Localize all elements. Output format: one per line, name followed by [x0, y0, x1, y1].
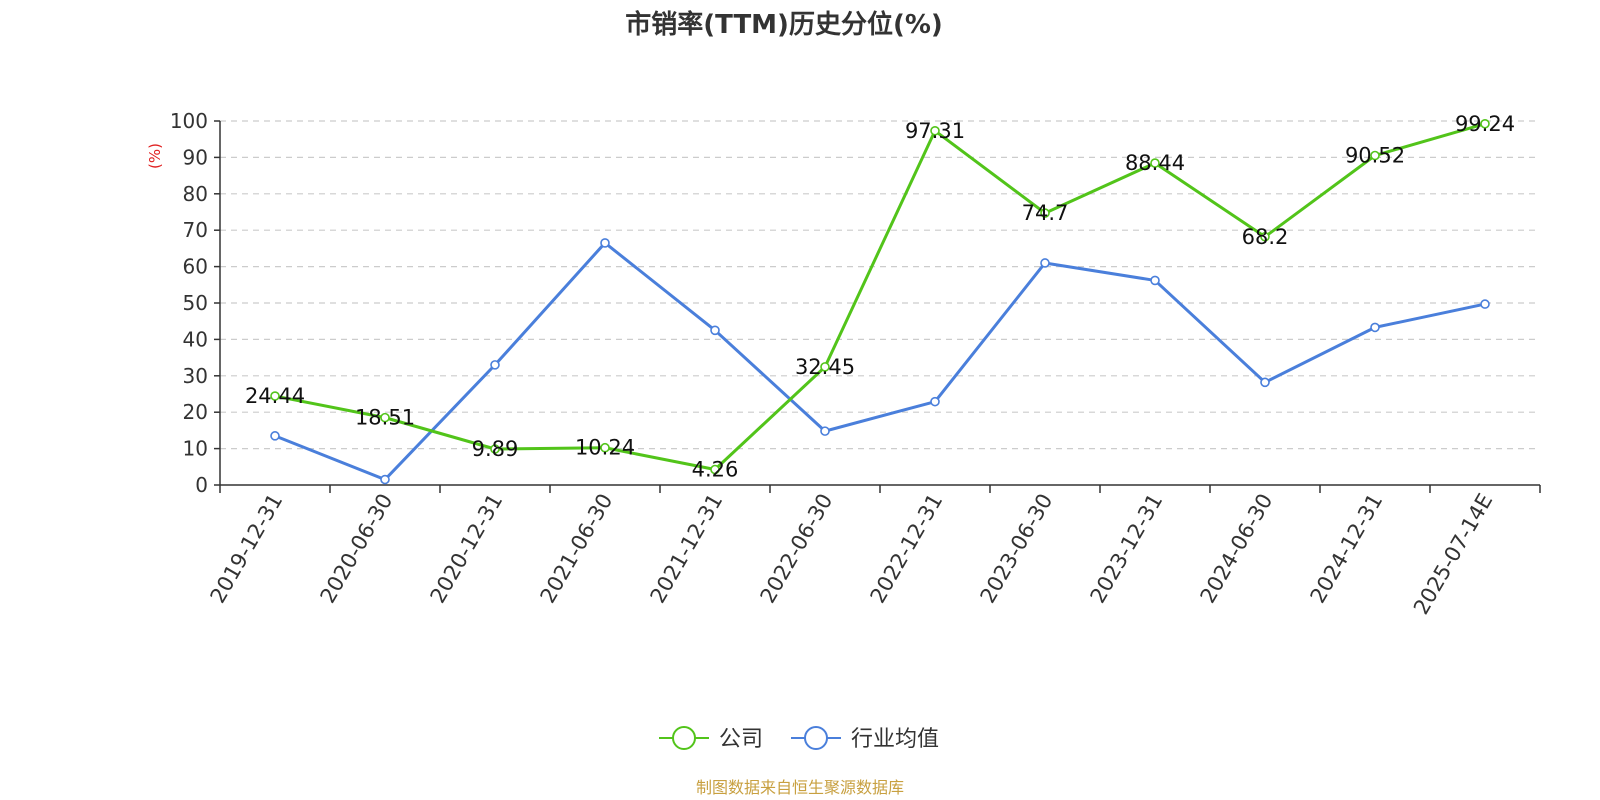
y-tick-label: 40 [183, 327, 208, 351]
y-axis-ticks: 0 10 20 30 40 50 60 70 80 90 100 [170, 109, 221, 497]
x-tick-label: 2022-12-31 [866, 490, 948, 608]
data-label: 18.51 [355, 406, 415, 430]
x-tick-label: 2025-07-14E [1409, 490, 1497, 619]
data-label: 68.2 [1242, 225, 1289, 249]
y-tick-label: 50 [183, 291, 208, 315]
y-tick-label: 100 [170, 109, 208, 133]
data-point [490, 444, 500, 454]
data-label: 24.44 [245, 384, 305, 408]
legend-marker [672, 726, 696, 750]
data-label: 90.52 [1345, 144, 1405, 168]
legend-item-industry-average: 行业均值 [791, 726, 939, 752]
legend-item-company: 公司 [659, 726, 763, 752]
data-point [710, 464, 720, 475]
data-label: 10.24 [575, 436, 635, 460]
data-label: 88.44 [1125, 151, 1185, 175]
data-point [380, 474, 390, 485]
data-point [1040, 258, 1050, 268]
data-point [1480, 299, 1490, 309]
data-point [1260, 377, 1270, 388]
data-point [930, 125, 940, 136]
y-tick-label: 10 [183, 437, 208, 461]
data-point [1150, 158, 1160, 168]
data-point [930, 396, 940, 407]
chart-title: 市销率(TTM)历史分位(%) [625, 9, 943, 40]
data-point [600, 238, 610, 248]
y-tick-label: 70 [183, 218, 208, 242]
data-label: 32.45 [795, 355, 855, 379]
x-tick-label: 2022-06-30 [756, 490, 838, 608]
series-line [274, 122, 1486, 471]
legend-marker [804, 726, 828, 750]
data-labels: 24.44 18.51 9.89 10.24 4.26 32.45 97.31 74.7 88.… [245, 112, 1515, 482]
data-point [270, 431, 280, 441]
y-tick-label: 20 [183, 400, 208, 424]
data-point [1480, 118, 1490, 129]
data-point [270, 391, 280, 401]
series-line [274, 241, 1486, 482]
data-point [820, 426, 830, 436]
series-industry-average [270, 238, 1490, 485]
data-label: 4.26 [692, 457, 739, 481]
x-tick-label: 2024-12-31 [1306, 490, 1388, 608]
legend-label: 行业均值 [851, 727, 939, 752]
grid-lines [220, 120, 1540, 450]
data-point [710, 325, 720, 336]
x-axis: 2019-12-31 2020-06-30 2020-12-31 2021-06-30… [206, 484, 1541, 619]
x-tick-label: 2021-06-30 [536, 490, 618, 608]
data-label: 74.7 [1022, 201, 1069, 225]
x-tick-label: 2020-12-31 [426, 490, 508, 608]
y-tick-label: 30 [183, 364, 208, 388]
data-point [820, 362, 830, 372]
y-tick-label: 90 [183, 145, 208, 169]
legend: 公司 行业均值 [659, 726, 939, 752]
data-point [1040, 208, 1050, 218]
legend-label: 公司 [719, 727, 763, 752]
data-point [1370, 322, 1380, 333]
data-point [1370, 150, 1380, 161]
y-tick-label: 80 [183, 182, 208, 206]
x-tick-label: 2023-12-31 [1086, 490, 1168, 608]
x-tick-label: 2019-12-31 [206, 490, 288, 608]
source-note: 制图数据来自恒生聚源数据库 [696, 778, 904, 797]
data-label: 9.89 [472, 437, 519, 461]
x-tick-label: 2020-06-30 [316, 490, 398, 608]
y-tick-label: 0 [195, 473, 208, 497]
x-tick-label: 2021-12-31 [646, 490, 728, 608]
y-tick-label: 60 [183, 255, 208, 279]
data-point [600, 442, 610, 453]
data-label: 99.24 [1455, 112, 1515, 136]
series-group: 24.44 18.51 9.89 10.24 4.26 32.45 97.31 74.7 88.… [245, 112, 1515, 485]
data-point [380, 412, 390, 423]
x-tick-label: 2024-06-30 [1196, 490, 1278, 608]
y-axis-unit-label: (%) [146, 143, 164, 169]
data-label: 97.31 [905, 119, 965, 143]
data-point [490, 360, 500, 370]
data-point [1260, 231, 1270, 242]
data-point [1150, 275, 1160, 286]
series-company [270, 118, 1490, 475]
x-tick-label: 2023-06-30 [976, 490, 1058, 608]
